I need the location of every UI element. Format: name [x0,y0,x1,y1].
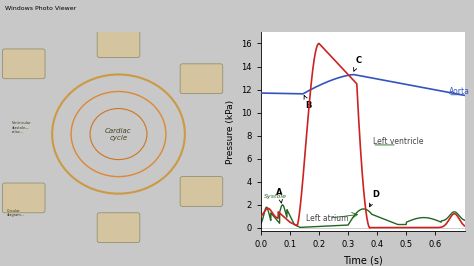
FancyBboxPatch shape [97,213,140,243]
Text: Circular
diagram...: Circular diagram... [7,209,25,217]
FancyBboxPatch shape [180,64,223,94]
Text: Windows Photo Viewer: Windows Photo Viewer [5,6,76,11]
Text: (a) Atrial systole begins...: (a) Atrial systole begins... [96,24,141,28]
FancyBboxPatch shape [180,177,223,206]
Text: Left ventricle: Left ventricle [373,137,423,146]
Text: Cardiac
cycle: Cardiac cycle [105,128,132,140]
Text: B: B [304,95,312,110]
FancyBboxPatch shape [97,28,140,57]
Text: Systole: Systole [264,194,287,199]
Text: Aorta: Aorta [448,87,469,96]
Text: C: C [354,56,361,71]
FancyBboxPatch shape [2,49,45,79]
X-axis label: Time (s): Time (s) [343,255,383,265]
Text: D: D [370,190,379,207]
Text: Left atrium: Left atrium [306,214,348,223]
Y-axis label: Pressure (kPa): Pressure (kPa) [227,99,236,164]
Text: Ventricular
diastole—
relax...: Ventricular diastole— relax... [12,121,31,134]
FancyBboxPatch shape [2,183,45,213]
Text: A: A [276,188,283,203]
